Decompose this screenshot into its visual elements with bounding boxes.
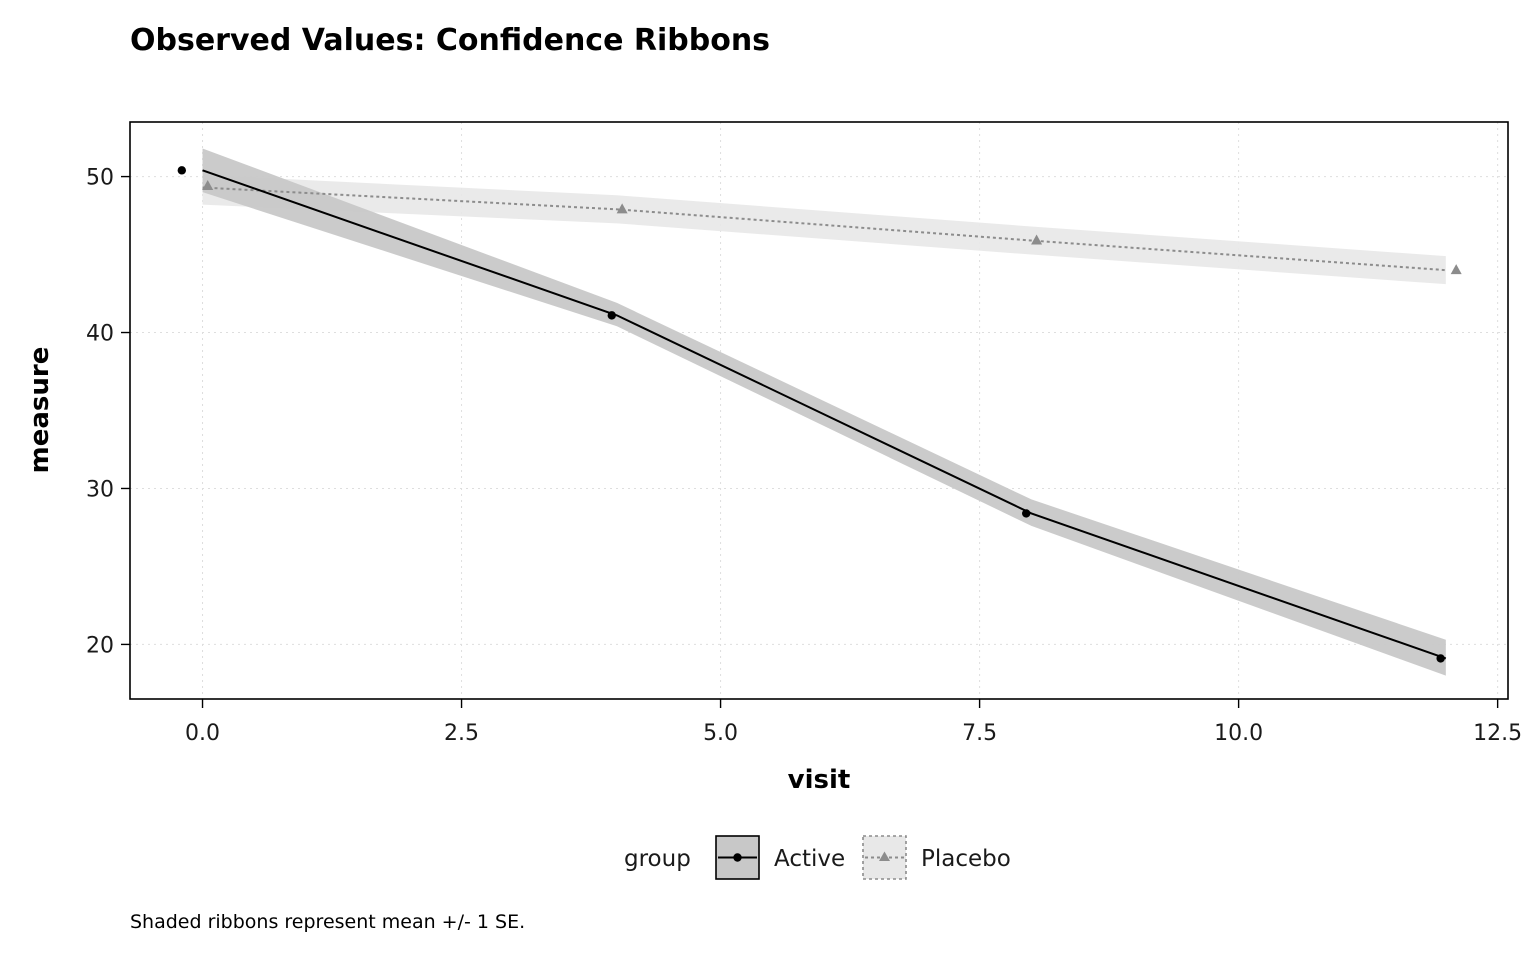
line-active bbox=[202, 169, 1447, 660]
legend-label-active: Active bbox=[774, 846, 845, 872]
series-points bbox=[177, 166, 1462, 663]
point-placebo-0 bbox=[202, 179, 214, 190]
y-tick-label-2: 40 bbox=[86, 322, 114, 347]
legend-title: group bbox=[624, 846, 691, 872]
line-placebo bbox=[202, 186, 1446, 272]
x-axis-title: visit bbox=[788, 765, 851, 795]
x-tick-label-1: 2.5 bbox=[444, 721, 479, 746]
point-active-0 bbox=[177, 166, 187, 175]
ribbon-placebo bbox=[202, 175, 1446, 285]
point-placebo-3 bbox=[1450, 264, 1462, 275]
plot-panel-border bbox=[129, 121, 1509, 700]
x-axis-ticks: 0.0 2.5 5.0 7.5 10.0 12.5 bbox=[185, 699, 1522, 746]
point-active-1 bbox=[607, 311, 616, 320]
x-tick-label-2: 5.0 bbox=[703, 721, 738, 746]
x-tick-label-4: 10.0 bbox=[1214, 721, 1263, 746]
chart-title: Observed Values: Confidence Ribbons bbox=[130, 23, 770, 58]
point-placebo-1 bbox=[616, 203, 628, 214]
y-tick-label-0: 20 bbox=[86, 633, 114, 658]
chart-caption: Shaded ribbons represent mean +/- 1 SE. bbox=[130, 911, 525, 933]
series-lines bbox=[202, 169, 1447, 660]
point-placebo-2 bbox=[1031, 234, 1043, 245]
point-active-3 bbox=[1436, 654, 1445, 663]
point-active-2 bbox=[1022, 509, 1031, 518]
x-tick-label-5: 12.5 bbox=[1473, 721, 1522, 746]
y-tick-label-3: 50 bbox=[86, 166, 114, 191]
legend-item-active: Active bbox=[715, 835, 845, 880]
ribbon-active bbox=[202, 148, 1446, 676]
x-tick-label-0: 0.0 bbox=[185, 721, 220, 746]
x-tick-label-3: 7.5 bbox=[962, 721, 997, 746]
y-tick-label-1: 30 bbox=[86, 477, 114, 502]
y-axis-title: measure bbox=[25, 347, 55, 474]
legend-label-placebo: Placebo bbox=[921, 846, 1011, 872]
y-axis-ticks: 20 30 40 50 bbox=[86, 166, 130, 658]
legend-key-active-marker bbox=[733, 853, 742, 862]
legend-item-placebo: Placebo bbox=[862, 835, 1011, 880]
legend-key-placebo-marker bbox=[879, 851, 890, 861]
ribbons bbox=[202, 148, 1446, 676]
legend: group Active Placebo bbox=[624, 835, 1011, 880]
